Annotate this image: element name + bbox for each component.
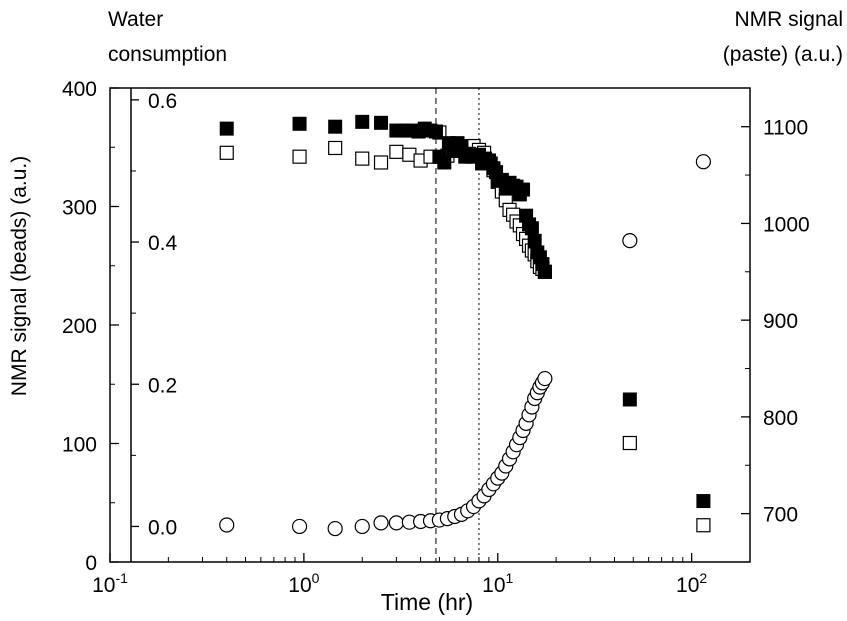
x-axis-label: Time (hr): [381, 589, 473, 615]
x-axis-tick-label: 100: [288, 570, 319, 597]
filled-square-point: [374, 115, 389, 130]
open-square-point: [622, 435, 637, 451]
open-circle-point: [219, 517, 235, 533]
inner-axis-label-line1: Water: [108, 8, 163, 31]
right-axis-tick-label: 1100: [763, 117, 808, 140]
open-circle-point: [327, 520, 343, 537]
filled-square-point: [527, 233, 542, 248]
filled-square-point: [292, 116, 307, 131]
right-axis-label-line2: (paste) (a.u.): [723, 43, 843, 66]
inner-axis-tick-label: 0.0: [148, 516, 177, 539]
filled-square-point: [428, 124, 443, 139]
filled-square-point: [355, 114, 370, 129]
open-circle-point: [291, 518, 308, 535]
right-axis-label-line1: NMR signal: [734, 8, 843, 31]
inner-axis-label-line2: consumption: [108, 43, 227, 66]
inner-axis-tick-label: 0.2: [148, 374, 177, 397]
left-axis-tick-label: 0: [85, 552, 97, 575]
right-axis-tick-label: 800: [763, 407, 798, 430]
open-circle-point: [373, 515, 389, 531]
filled-square-point: [219, 121, 234, 136]
x-axis-tick-label: 101: [482, 570, 513, 597]
open-square-point: [292, 149, 307, 164]
left-axis-label: NMR signal (beads) (a.u.): [8, 156, 31, 396]
x-axis-tick-label: 102: [676, 570, 707, 597]
right-axis-tick-label: 900: [763, 310, 798, 333]
open-circle-point: [622, 233, 638, 249]
right-axis-tick-label: 700: [763, 504, 798, 527]
open-circle-point: [388, 515, 404, 531]
right-axis-tick-label: 1000: [763, 213, 810, 236]
left-axis-tick-label: 100: [62, 434, 97, 457]
open-circle-point: [354, 518, 370, 535]
filled-square-point: [328, 119, 343, 134]
open-square-point: [373, 155, 389, 170]
filled-square-point: [516, 182, 531, 197]
filled-square-point: [537, 264, 552, 279]
filled-square-point: [696, 494, 711, 509]
inner-axis-tick-label: 0.4: [148, 232, 178, 255]
left-axis-tick-label: 400: [62, 78, 97, 101]
open-circle-point: [695, 154, 712, 170]
filled-square-point: [524, 221, 539, 236]
open-square-point: [328, 140, 343, 156]
open-square-point: [355, 151, 370, 166]
inner-axis-tick-label: 0.6: [148, 90, 177, 113]
open-square-point: [219, 145, 234, 160]
open-square-point: [389, 144, 404, 159]
left-axis-tick-label: 200: [62, 315, 97, 338]
open-square-point: [696, 518, 711, 533]
x-axis-tick-label: 10-1: [92, 570, 128, 597]
filled-square-point: [622, 392, 637, 407]
left-axis-tick-label: 300: [62, 197, 97, 220]
filled-square-point: [437, 155, 452, 170]
open-circle-point: [537, 370, 553, 387]
